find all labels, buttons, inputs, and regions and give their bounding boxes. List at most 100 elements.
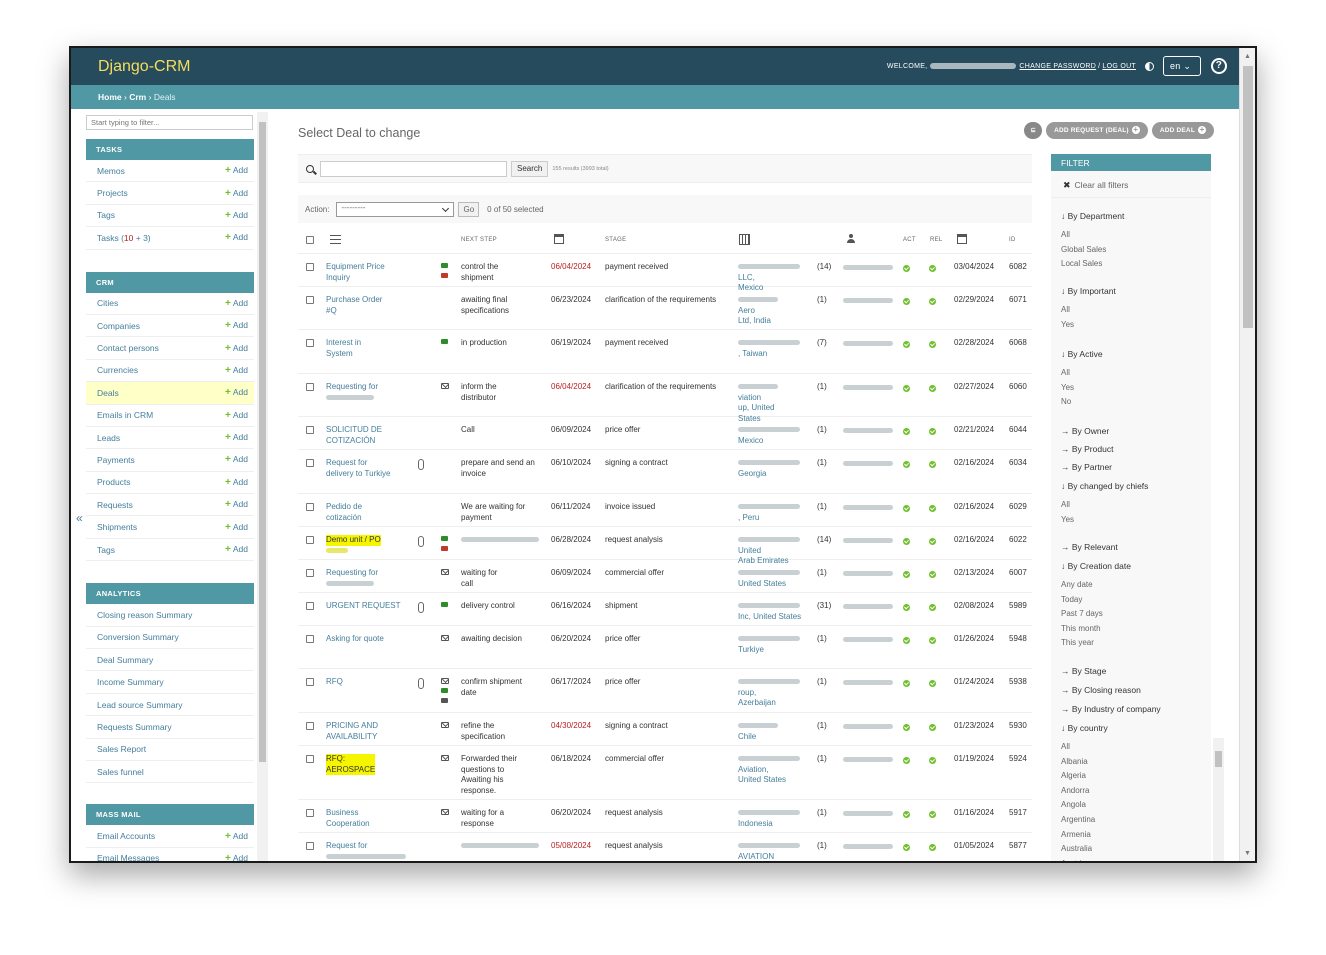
- table-row[interactable]: Business Cooperation waiting for a response…: [298, 800, 1032, 833]
- filter-group-by-active[interactable]: ↓ By Active: [1061, 349, 1103, 359]
- sidebar-item-contact-persons[interactable]: Contact persons Add: [86, 337, 254, 360]
- add-link[interactable]: Add: [225, 320, 248, 331]
- sidebar-item-projects[interactable]: Projects Add: [86, 182, 254, 205]
- filter-option[interactable]: Albania: [1061, 756, 1088, 766]
- add-link[interactable]: Add: [225, 853, 248, 861]
- table-row[interactable]: RFQ: AEROSPACE Forwarded their questions t…: [298, 746, 1032, 800]
- deal-name-link[interactable]: Equipment Price Inquiry: [326, 262, 385, 283]
- company-icon[interactable]: [739, 234, 750, 245]
- creation-date-icon[interactable]: [957, 234, 967, 244]
- row-checkbox[interactable]: [306, 678, 314, 686]
- sidebar-item-payments[interactable]: Payments Add: [86, 449, 254, 472]
- filter-option[interactable]: Armenia: [1061, 829, 1091, 839]
- filter-group-by-changed-by-chiefs[interactable]: ↓ By changed by chiefs: [1061, 481, 1149, 491]
- sidebar-item-requests-summary[interactable]: Requests Summary: [86, 716, 254, 739]
- table-row[interactable]: URGENT REQUEST delivery control 06/16/2024…: [298, 593, 1032, 626]
- add-link[interactable]: Add: [225, 410, 248, 421]
- company-link[interactable]: , Taiwan: [738, 338, 810, 359]
- clear-filters-link[interactable]: Clear all filters: [1051, 171, 1211, 198]
- add-link[interactable]: Add: [225, 387, 248, 398]
- table-row[interactable]: PRICING AND AVAILABILITY refine the specifi…: [298, 713, 1032, 746]
- filter-group-by-stage[interactable]: → By Stage: [1061, 666, 1107, 676]
- sidebar-item-tags[interactable]: Tags Add: [86, 539, 254, 562]
- filter-option[interactable]: Angola: [1061, 800, 1086, 810]
- filter-option[interactable]: Austria: [1051, 859, 1096, 861]
- sidebar-item-shipments[interactable]: Shipments Add: [86, 516, 254, 539]
- table-row[interactable]: SOLICITUD DE COTIZACIÓN Call 06/09/2024 pric…: [298, 417, 1032, 450]
- filter-option[interactable]: Global Sales: [1061, 244, 1107, 254]
- deal-name-link[interactable]: Interest in System: [326, 338, 361, 359]
- row-checkbox[interactable]: [306, 842, 314, 850]
- deal-name-link[interactable]: Request for: [326, 841, 406, 861]
- row-checkbox[interactable]: [306, 459, 314, 467]
- add-link[interactable]: Add: [225, 165, 248, 176]
- sidebar-item-cities[interactable]: Cities Add: [86, 293, 254, 315]
- sidebar-item-leads[interactable]: Leads Add: [86, 427, 254, 450]
- row-checkbox[interactable]: [306, 602, 314, 610]
- deal-name-link[interactable]: SOLICITUD DE COTIZACIÓN: [326, 425, 382, 446]
- nav-filter-input[interactable]: [86, 115, 253, 130]
- company-link[interactable]: Inc, United States: [738, 601, 810, 622]
- search-input[interactable]: [320, 160, 507, 177]
- filter-option[interactable]: All: [1061, 500, 1070, 509]
- company-link[interactable]: LLC, Mexico: [738, 262, 810, 294]
- sidebar-item-conversion-summary[interactable]: Conversion Summary: [86, 627, 254, 650]
- add-link[interactable]: Add: [225, 477, 248, 488]
- sidebar-item-email-accounts[interactable]: Email Accounts Add: [86, 825, 254, 848]
- company-link[interactable]: Turkiye: [738, 634, 810, 655]
- company-link[interactable]: United Arab Emirates: [738, 535, 810, 567]
- sidebar-scrollbar[interactable]: [257, 112, 268, 861]
- deal-name-link[interactable]: Requesting for: [326, 568, 378, 589]
- column-id[interactable]: ID: [1009, 237, 1016, 243]
- row-checkbox[interactable]: [306, 296, 314, 304]
- sidebar-item-sales-report[interactable]: Sales Report: [86, 739, 254, 761]
- filter-scrollbar[interactable]: [1213, 738, 1224, 861]
- table-row[interactable]: Request for delivery to Turkiye prepare an…: [298, 450, 1032, 494]
- scroll-up-icon[interactable]: ▲: [1244, 53, 1251, 60]
- sidebar-item-deal-summary[interactable]: Deal Summary: [86, 649, 254, 672]
- filter-option[interactable]: Andorra: [1061, 785, 1090, 795]
- scroll-down-icon[interactable]: ▼: [1244, 850, 1251, 857]
- sidebar-item-sales-funnel[interactable]: Sales funnel: [86, 761, 254, 784]
- column-rel[interactable]: REL: [930, 237, 943, 243]
- row-checkbox[interactable]: [306, 503, 314, 511]
- filter-option[interactable]: All: [1061, 368, 1070, 377]
- table-row[interactable]: Purchase Order #Q awaiting final specificat…: [298, 287, 1032, 330]
- filter-option[interactable]: Yes: [1061, 514, 1075, 524]
- row-checkbox[interactable]: [306, 263, 314, 271]
- sidebar-item-emails-in-crm[interactable]: Emails in CRM Add: [86, 405, 254, 427]
- name-column-icon[interactable]: [330, 235, 341, 244]
- deal-name-link[interactable]: Requesting for: [326, 382, 378, 403]
- deal-name-link[interactable]: RFQ: [326, 677, 343, 688]
- sidebar-item-income-summary[interactable]: Income Summary: [86, 671, 254, 694]
- sidebar-item-tags[interactable]: Tags Add: [86, 205, 254, 228]
- deal-name-link[interactable]: Purchase Order #Q: [326, 295, 382, 316]
- add-link[interactable]: Add: [225, 544, 248, 555]
- calendar-icon[interactable]: [554, 234, 564, 244]
- filter-option[interactable]: Past 7 days: [1061, 609, 1103, 619]
- filter-option[interactable]: Any date: [1061, 580, 1093, 589]
- deal-name-link[interactable]: Asking for quote: [326, 634, 384, 645]
- sidebar-item-memos[interactable]: Memos Add: [86, 160, 254, 183]
- add-link[interactable]: Add: [225, 432, 248, 443]
- company-link[interactable]: Chile: [738, 721, 810, 742]
- theme-toggle-icon[interactable]: [1145, 61, 1154, 71]
- site-brand[interactable]: Django-CRM: [98, 58, 191, 75]
- filter-option[interactable]: Yes: [1061, 319, 1075, 329]
- search-button[interactable]: Search: [511, 160, 549, 177]
- filter-option[interactable]: This month: [1061, 623, 1101, 633]
- sidebar-item-requests[interactable]: Requests Add: [86, 494, 254, 517]
- filter-option[interactable]: All: [1061, 230, 1070, 239]
- add-link[interactable]: Add: [225, 454, 248, 465]
- company-link[interactable]: Mexico: [738, 425, 810, 446]
- filter-option[interactable]: No: [1061, 397, 1072, 407]
- table-row[interactable]: Pedido de cotización We are waiting for pay…: [298, 494, 1032, 527]
- language-select[interactable]: en ⌄: [1163, 56, 1201, 76]
- table-row[interactable]: Requesting for inform the distributor 06/04…: [298, 374, 1032, 423]
- add-link[interactable]: Add: [225, 831, 248, 842]
- table-row[interactable]: Interest in System in production 06/19/2024…: [298, 330, 1032, 374]
- owner-icon[interactable]: [846, 234, 856, 244]
- filter-option[interactable]: Yes: [1061, 382, 1075, 392]
- row-checkbox[interactable]: [306, 755, 314, 763]
- table-row[interactable]: Asking for quote awaiting decision 06/20/2…: [298, 626, 1032, 669]
